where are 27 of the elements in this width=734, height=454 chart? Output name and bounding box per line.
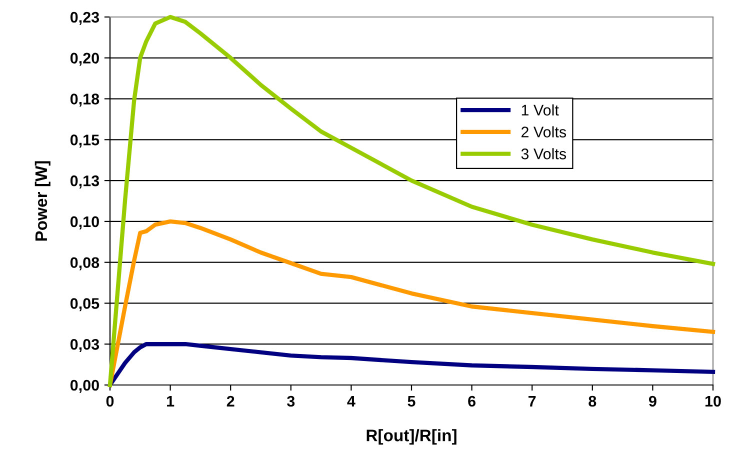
y-tick-label: 0,00: [70, 380, 99, 393]
x-tick-label: 6: [468, 396, 476, 407]
y-tick-label: 0,15: [70, 134, 100, 148]
x-tick-label: 1: [167, 396, 174, 406]
x-tick-label: 8: [588, 396, 596, 407]
x-tick-label: 2: [226, 396, 234, 406]
y-tick-label: 0,08: [70, 257, 100, 270]
line-series: [108, 14, 716, 388]
y-axis-title: Power [W]: [34, 161, 50, 241]
y-tick-label: 0,23: [70, 12, 100, 25]
y-tick-label: 0,10: [70, 216, 99, 230]
y-tick-label: 0,05: [70, 298, 100, 312]
x-axis-title: R[out]/R[in]: [366, 429, 456, 445]
y-tick-label: 0,18: [70, 94, 100, 107]
x-tick-label: 4: [347, 396, 356, 406]
legend-label: 1 Volt: [522, 104, 559, 116]
x-tick-label: 0: [106, 396, 114, 407]
x-tick-label: 3: [287, 396, 295, 407]
legend-label: 3 Volts: [521, 148, 566, 160]
y-tick-label: 0,03: [70, 338, 100, 352]
y-tick-label: 0,20: [70, 52, 99, 66]
x-tick-label: 10: [705, 396, 721, 407]
x-tick-label: 5: [408, 396, 416, 407]
x-tick-label: 9: [648, 396, 656, 407]
legend-label: 2 Volts: [521, 126, 566, 138]
x-tick-label: 7: [528, 396, 536, 406]
y-tick-label: 0,13: [70, 175, 100, 188]
